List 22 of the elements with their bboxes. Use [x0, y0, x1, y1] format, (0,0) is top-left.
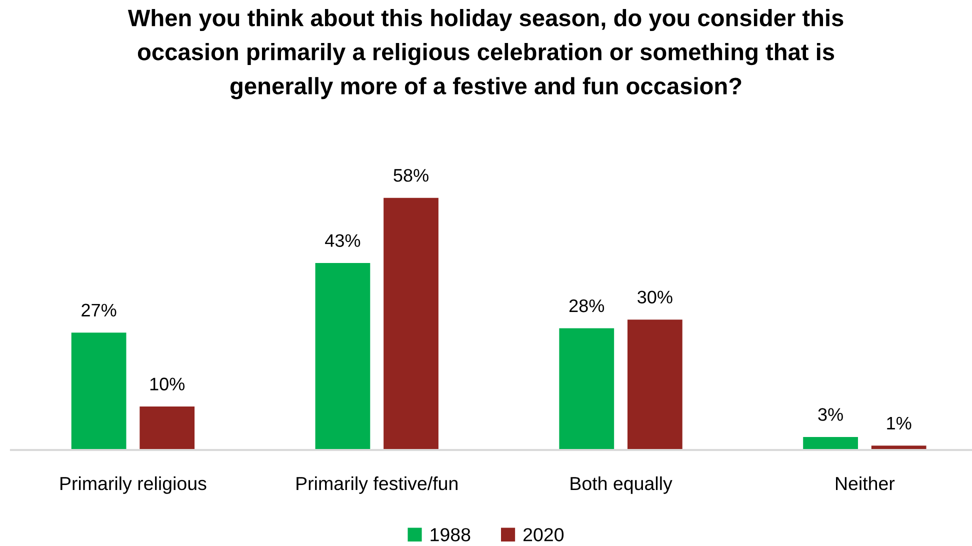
data-label: 1% — [887, 416, 912, 430]
data-label: 27% — [82, 304, 116, 316]
data-label: 10% — [150, 378, 185, 390]
legend-label: 2020 — [524, 528, 564, 542]
bar — [140, 406, 195, 450]
bar — [71, 332, 126, 450]
x-tick-label: Neither — [836, 476, 895, 490]
bar — [384, 198, 438, 450]
chart-title: When you think about this holiday season, do you consider this occasion primarily a religious celebration or something that is generally more of a festive and fun occasion? — [128, 9, 844, 100]
data-label: 30% — [638, 290, 672, 304]
data-label: 43% — [325, 234, 360, 247]
data-label: 58% — [394, 168, 428, 182]
data-label: 3% — [818, 408, 843, 421]
bar — [803, 436, 858, 450]
bar — [627, 320, 682, 450]
bar — [559, 328, 614, 450]
x-tick-label: Primarily religious — [60, 476, 206, 494]
legend-label: 1988 — [430, 528, 470, 542]
bar — [315, 263, 370, 450]
data-label: 28% — [569, 299, 604, 312]
x-tick-label: Primarily festive/fun — [296, 476, 458, 494]
x-tick-label: Both equally — [570, 476, 672, 494]
